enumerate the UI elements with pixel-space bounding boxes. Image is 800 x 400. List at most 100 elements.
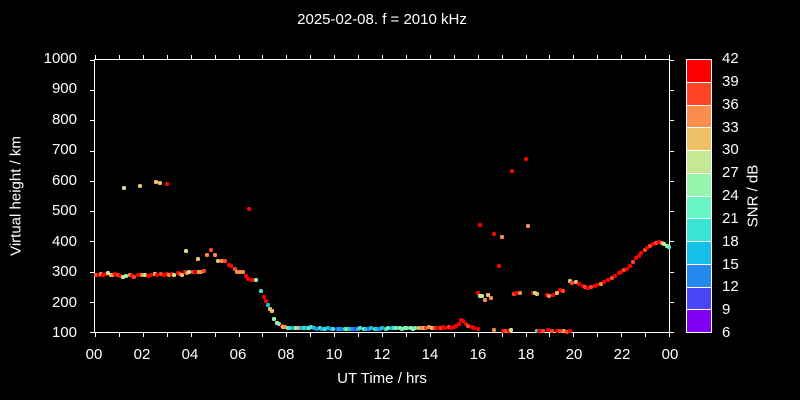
data-point xyxy=(201,268,206,273)
x-tick xyxy=(286,332,288,337)
data-point xyxy=(625,266,630,271)
y-tick-label: 100 xyxy=(51,324,77,341)
plot-area xyxy=(90,55,674,337)
data-point xyxy=(183,249,188,254)
data-point xyxy=(451,324,456,329)
data-point xyxy=(488,295,493,300)
data-point xyxy=(509,328,514,333)
x-tick xyxy=(95,332,96,337)
data-point xyxy=(115,272,120,277)
data-point xyxy=(326,326,331,331)
colorbar-tick-label: 36 xyxy=(722,95,739,113)
data-point xyxy=(287,326,292,331)
data-point xyxy=(402,326,407,331)
data-point xyxy=(535,292,540,297)
x-tick xyxy=(286,55,288,60)
colorbar-segment xyxy=(686,195,712,220)
data-point xyxy=(438,326,443,331)
y-tick xyxy=(669,301,674,303)
y-tick xyxy=(90,211,95,213)
data-point xyxy=(127,273,132,278)
data-point xyxy=(466,323,471,328)
x-tick xyxy=(214,55,216,60)
x-tick xyxy=(429,332,431,337)
data-point xyxy=(182,270,187,275)
data-point xyxy=(613,274,618,279)
x-tick xyxy=(429,55,431,60)
data-point xyxy=(205,252,210,257)
x-tick xyxy=(310,55,312,60)
data-point xyxy=(458,317,463,322)
data-point xyxy=(298,326,303,331)
data-point xyxy=(619,269,624,274)
data-point xyxy=(497,264,502,269)
y-tick xyxy=(90,241,95,243)
x-tick xyxy=(573,332,575,337)
x-tick xyxy=(142,55,144,60)
data-point xyxy=(362,326,367,331)
data-point xyxy=(492,231,497,236)
data-point xyxy=(606,278,610,283)
colorbar-tick-label: 12 xyxy=(722,278,739,296)
data-point xyxy=(558,288,563,293)
data-point xyxy=(229,264,234,269)
data-point xyxy=(155,272,160,277)
colorbar-tick-label: 18 xyxy=(722,232,739,250)
data-point xyxy=(554,329,559,334)
colorbar-title: SNR / dB xyxy=(744,164,762,228)
data-point xyxy=(193,270,198,275)
data-point xyxy=(237,270,242,275)
data-point xyxy=(486,293,491,298)
data-point xyxy=(633,255,638,260)
x-tick xyxy=(358,55,360,60)
data-point xyxy=(311,326,316,331)
x-tick xyxy=(382,332,383,337)
y-tick xyxy=(90,150,95,152)
data-point xyxy=(243,274,248,279)
data-point xyxy=(353,326,358,331)
data-point xyxy=(375,326,380,331)
data-point xyxy=(296,325,301,330)
data-point xyxy=(643,248,648,253)
data-point xyxy=(317,326,322,331)
x-tick-label: 18 xyxy=(517,346,535,363)
data-point xyxy=(472,326,477,331)
data-point xyxy=(394,325,399,330)
x-tick xyxy=(549,332,551,337)
data-point xyxy=(223,259,228,264)
colorbar-tick-label: 21 xyxy=(722,209,739,227)
colorbar-tick-label: 15 xyxy=(722,255,739,273)
data-point xyxy=(175,271,180,276)
data-point xyxy=(339,326,344,331)
data-point xyxy=(536,329,541,334)
y-tick xyxy=(90,120,95,122)
data-point xyxy=(197,269,202,274)
data-point xyxy=(580,284,585,289)
data-point xyxy=(304,326,309,331)
data-point xyxy=(132,274,137,279)
y-tick-label: 900 xyxy=(51,80,77,98)
data-point xyxy=(272,317,277,322)
data-point xyxy=(461,319,466,324)
x-tick-label: 10 xyxy=(325,346,343,363)
data-point xyxy=(330,326,335,331)
data-point xyxy=(143,273,148,278)
x-tick xyxy=(453,332,455,337)
data-point xyxy=(645,245,650,250)
data-point xyxy=(153,180,158,185)
data-point xyxy=(162,272,167,277)
data-point xyxy=(345,327,350,332)
data-point xyxy=(657,240,662,245)
colorbar xyxy=(686,59,712,333)
chart-title: 2025-02-08. f = 2010 kHz xyxy=(297,11,467,28)
data-point xyxy=(309,325,314,330)
data-point xyxy=(377,326,382,331)
x-tick xyxy=(310,332,312,337)
y-tick xyxy=(90,332,95,333)
data-point xyxy=(187,270,192,275)
data-point xyxy=(208,247,213,252)
data-point xyxy=(351,326,356,331)
data-point xyxy=(567,279,572,284)
data-point xyxy=(369,326,374,331)
data-point xyxy=(266,303,271,308)
